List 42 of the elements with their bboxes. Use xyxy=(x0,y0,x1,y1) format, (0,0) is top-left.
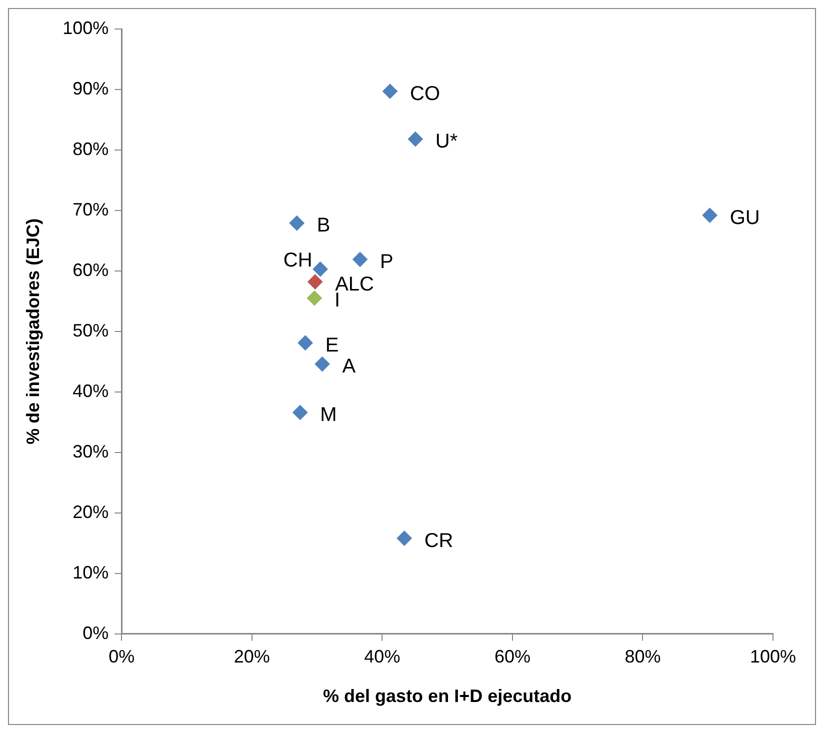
point xyxy=(702,208,718,223)
point xyxy=(352,252,368,267)
x-tick-label: 80% xyxy=(624,646,661,667)
y-tick-label: 0% xyxy=(82,622,109,643)
annotation: U* xyxy=(435,130,458,153)
point xyxy=(382,84,398,99)
annotation: B xyxy=(316,214,330,237)
point xyxy=(308,274,323,290)
annotation: M xyxy=(320,404,337,426)
x-tick-label: 0% xyxy=(108,646,135,667)
annotation: CR xyxy=(424,530,454,552)
y-tick-label: 80% xyxy=(72,138,109,159)
point xyxy=(289,216,304,231)
annotation: P xyxy=(380,250,394,273)
x-tick-label: 20% xyxy=(234,646,270,667)
y-tick-label: 60% xyxy=(72,260,109,280)
y-tick-label: 90% xyxy=(72,78,109,98)
point xyxy=(314,356,330,372)
y-tick-label: 70% xyxy=(72,199,109,220)
y-tick-label: 20% xyxy=(72,502,109,522)
x-axis-title: % del gasto en I+D ejecutado xyxy=(323,686,572,706)
y-tick-label: 40% xyxy=(72,380,109,401)
y-axis-title: % de investigadores (EJC) xyxy=(22,218,43,444)
x-tick-label: 60% xyxy=(494,646,530,667)
annotation: GU xyxy=(730,206,760,229)
y-tick-label: 30% xyxy=(72,441,109,462)
point xyxy=(298,335,313,350)
y-tick-label: 10% xyxy=(72,562,109,582)
point xyxy=(396,530,412,546)
point xyxy=(292,404,308,420)
point xyxy=(408,132,423,147)
annotation: E xyxy=(325,334,339,356)
point xyxy=(306,290,322,306)
x-tick-label: 100% xyxy=(750,646,796,667)
y-tick-label: 100% xyxy=(62,18,109,38)
annotation: CO xyxy=(410,82,440,105)
annotation: CH xyxy=(283,250,312,272)
y-tick-label: 50% xyxy=(72,320,109,340)
x-tick-label: 40% xyxy=(364,646,400,667)
point xyxy=(312,262,328,277)
annotation: I xyxy=(334,290,340,312)
annotation: A xyxy=(342,356,356,378)
